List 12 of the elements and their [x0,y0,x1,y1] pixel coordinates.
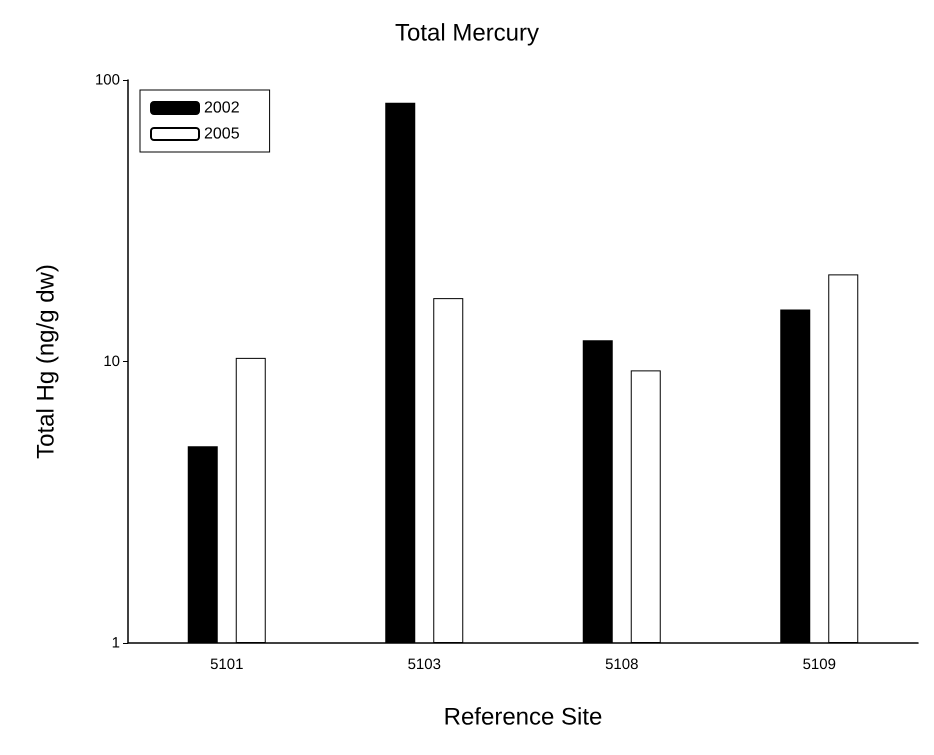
y-axis-title: Total Hg (ng/g dw) [32,264,60,459]
x-tick-label: 5108 [605,656,638,673]
y-tick-label: 10 [103,353,120,370]
x-tick-label: 5103 [408,656,441,673]
chart-title: Total Mercury [394,20,540,46]
legend-label: 2005 [204,126,240,142]
x-tick-label: 5109 [802,656,836,673]
y-tick-label: 100 [94,72,120,88]
x-axis-title: Reference Site [444,704,602,730]
x-tick-label: 5101 [210,656,244,673]
legend-label: 2002 [204,100,240,116]
y-tick-label: 1 [112,634,120,652]
